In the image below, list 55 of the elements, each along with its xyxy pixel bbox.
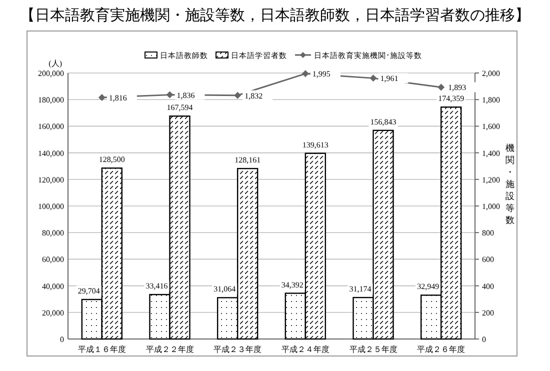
data-label: 1,836 — [176, 90, 195, 100]
point — [438, 84, 445, 91]
y-tick-label: 200,000 — [38, 69, 64, 78]
data-label: 32,949 — [417, 282, 440, 292]
y2-tick-label: 1,800 — [482, 96, 500, 105]
y-tick-label: 100,000 — [38, 202, 64, 211]
x-tick-label: 平成２５年度 — [349, 345, 398, 354]
data-label: 139,613 — [302, 140, 328, 150]
data-label: 1,832 — [244, 91, 263, 100]
data-label: 1,995 — [312, 70, 330, 79]
data-label: 34,392 — [281, 280, 304, 290]
data-label: 1,961 — [380, 74, 398, 84]
x-tick-label: 平成２２年度 — [146, 345, 194, 354]
data-label: 33,416 — [146, 282, 168, 291]
y-tick-label: 60,000 — [42, 255, 64, 264]
y2-tick-label: 600 — [482, 255, 494, 264]
y2-tick-label: 200 — [482, 308, 494, 318]
data-label: 128,161 — [234, 156, 261, 165]
x-tick-label: 平成２４年度 — [281, 345, 330, 354]
y-tick-label: 0 — [60, 335, 64, 344]
point — [98, 94, 106, 101]
y2-tick-label: 2,000 — [482, 69, 500, 78]
y-tick-label: 120,000 — [38, 175, 64, 184]
x-tick-label: 平成２３年度 — [214, 345, 262, 354]
point — [234, 92, 242, 99]
chart-title: 【日本語教育実施機関・施設等数，日本語教師数，日本語学習者数の推移】 — [20, 6, 530, 24]
y2-tick-label: 1,200 — [482, 175, 500, 184]
x-tick-label: 平成２６年度 — [417, 345, 466, 354]
point — [370, 74, 377, 82]
y-tick-label: 160,000 — [38, 122, 64, 132]
data-label: 128,500 — [98, 155, 125, 164]
data-label: 1,816 — [108, 93, 127, 102]
data-label: 29,704 — [78, 286, 100, 296]
y-tick-label: 40,000 — [42, 282, 64, 291]
y2-tick-label: 800 — [482, 228, 494, 238]
point — [302, 70, 309, 78]
y-tick-label: 20,000 — [42, 308, 64, 318]
data-label: 167,594 — [166, 103, 193, 112]
y2-tick-label: 1,400 — [482, 148, 500, 158]
y-tick-label: 140,000 — [38, 148, 64, 158]
point — [166, 91, 174, 98]
y-axis-title: (人) — [48, 59, 62, 68]
y2-tick-label: 1,600 — [482, 122, 500, 132]
data-label: 1,893 — [448, 83, 466, 92]
data-label: 174,359 — [438, 94, 464, 104]
data-label: 31,174 — [349, 284, 372, 294]
y-tick-label: 180,000 — [38, 96, 64, 105]
y2-tick-label: 1,000 — [482, 202, 500, 211]
data-label: 31,064 — [214, 284, 236, 294]
y2-tick-label: 0 — [482, 335, 486, 344]
y2-axis-title: 機関・施設等数 — [506, 143, 514, 226]
y2-tick-label: 400 — [482, 282, 494, 291]
x-tick-label: 平成１６年度 — [78, 345, 126, 354]
data-label: 156,843 — [370, 117, 396, 126]
y-tick-label: 80,000 — [42, 228, 64, 238]
